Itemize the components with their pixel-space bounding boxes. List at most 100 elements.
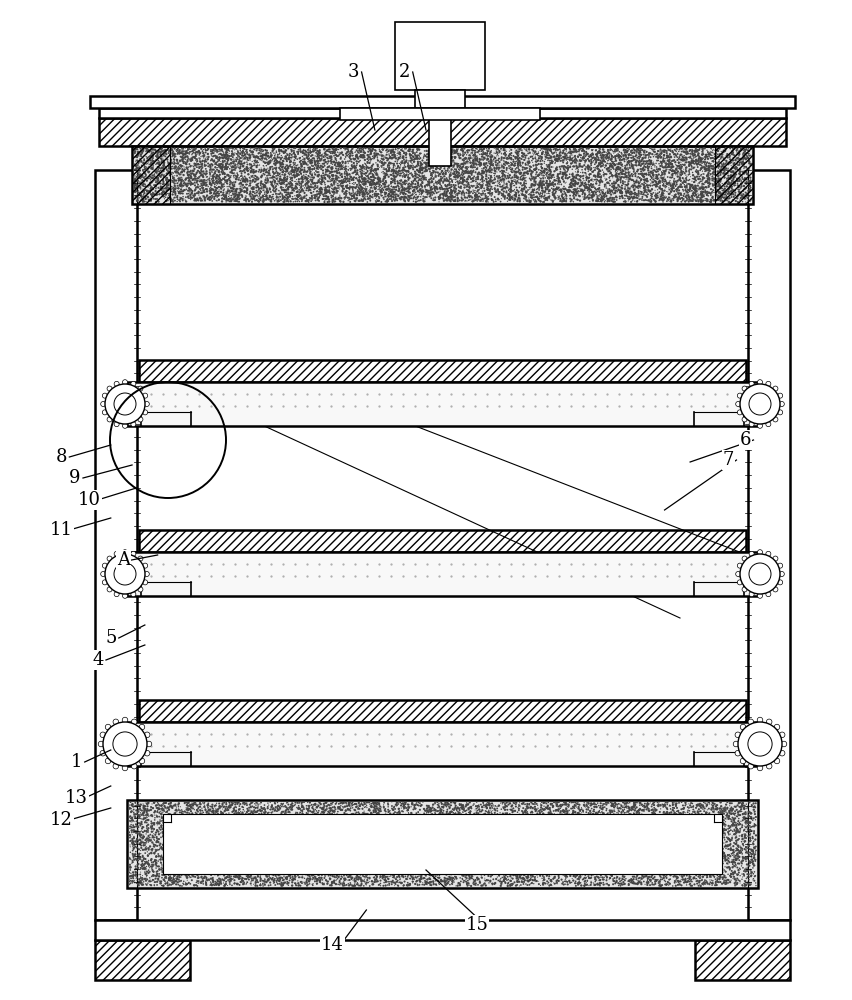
- Point: [226, 856, 239, 872]
- Point: [181, 813, 195, 829]
- Point: [564, 834, 578, 850]
- Point: [654, 872, 668, 888]
- Point: [519, 175, 532, 191]
- Point: [541, 152, 555, 168]
- Point: [741, 836, 755, 852]
- Point: [731, 181, 745, 197]
- Point: [204, 855, 218, 871]
- Point: [306, 143, 320, 159]
- Point: [636, 827, 650, 843]
- Point: [372, 177, 386, 193]
- Point: [297, 171, 311, 187]
- Point: [563, 849, 577, 865]
- Point: [406, 148, 419, 164]
- Point: [449, 805, 463, 821]
- Point: [145, 851, 158, 867]
- Point: [357, 159, 371, 175]
- Point: [469, 173, 483, 189]
- Point: [461, 161, 475, 177]
- Point: [452, 177, 465, 193]
- Point: [130, 147, 144, 163]
- Point: [172, 192, 186, 208]
- Point: [711, 857, 725, 873]
- Point: [215, 809, 228, 825]
- Point: [528, 162, 542, 178]
- Point: [199, 832, 212, 848]
- Point: [192, 873, 205, 889]
- Point: [382, 183, 395, 199]
- Point: [423, 152, 436, 168]
- Point: [544, 865, 558, 881]
- Point: [358, 152, 371, 168]
- Point: [728, 817, 741, 833]
- Point: [235, 182, 249, 198]
- Point: [417, 193, 431, 209]
- Point: [123, 800, 136, 816]
- Point: [228, 850, 242, 866]
- Point: [301, 871, 314, 887]
- Point: [226, 843, 239, 859]
- Point: [375, 178, 389, 194]
- Point: [645, 181, 659, 197]
- Point: [636, 177, 650, 193]
- Point: [286, 872, 300, 888]
- Point: [561, 846, 575, 862]
- Point: [714, 807, 728, 823]
- Point: [590, 809, 603, 825]
- Point: [381, 865, 394, 881]
- Point: [585, 189, 599, 205]
- Point: [491, 800, 504, 816]
- Point: [329, 863, 343, 879]
- Point: [382, 821, 395, 837]
- Point: [683, 878, 697, 894]
- Point: [737, 805, 751, 821]
- Point: [478, 867, 492, 883]
- Point: [423, 142, 437, 158]
- Point: [646, 816, 659, 832]
- Point: [579, 869, 593, 885]
- Point: [130, 166, 144, 182]
- Point: [306, 187, 320, 203]
- Point: [421, 856, 435, 872]
- Point: [737, 166, 751, 182]
- Point: [348, 159, 361, 175]
- Point: [354, 179, 368, 195]
- Point: [705, 797, 718, 813]
- Point: [550, 181, 564, 197]
- Point: [439, 876, 452, 892]
- Point: [163, 190, 176, 206]
- Point: [362, 160, 376, 176]
- Point: [188, 182, 202, 198]
- Point: [410, 181, 423, 197]
- Point: [220, 175, 233, 191]
- Point: [280, 801, 294, 817]
- Point: [458, 839, 472, 855]
- Point: [685, 806, 699, 822]
- Point: [735, 155, 749, 171]
- Point: [419, 848, 433, 864]
- Point: [292, 824, 306, 840]
- Point: [371, 822, 384, 838]
- Point: [340, 837, 354, 853]
- Point: [668, 850, 682, 866]
- Point: [350, 190, 364, 206]
- Point: [156, 850, 170, 866]
- Point: [417, 811, 430, 827]
- Point: [371, 166, 384, 182]
- Point: [355, 852, 369, 868]
- Point: [327, 174, 341, 190]
- Point: [428, 830, 441, 846]
- Point: [705, 856, 718, 872]
- Point: [447, 820, 461, 836]
- Point: [495, 843, 509, 859]
- Point: [597, 147, 611, 163]
- Point: [481, 182, 494, 198]
- Point: [337, 827, 351, 843]
- Point: [150, 877, 164, 893]
- Point: [233, 835, 247, 851]
- Point: [456, 801, 469, 817]
- Point: [498, 869, 511, 885]
- Point: [663, 186, 676, 202]
- Point: [681, 145, 694, 161]
- Point: [249, 873, 262, 889]
